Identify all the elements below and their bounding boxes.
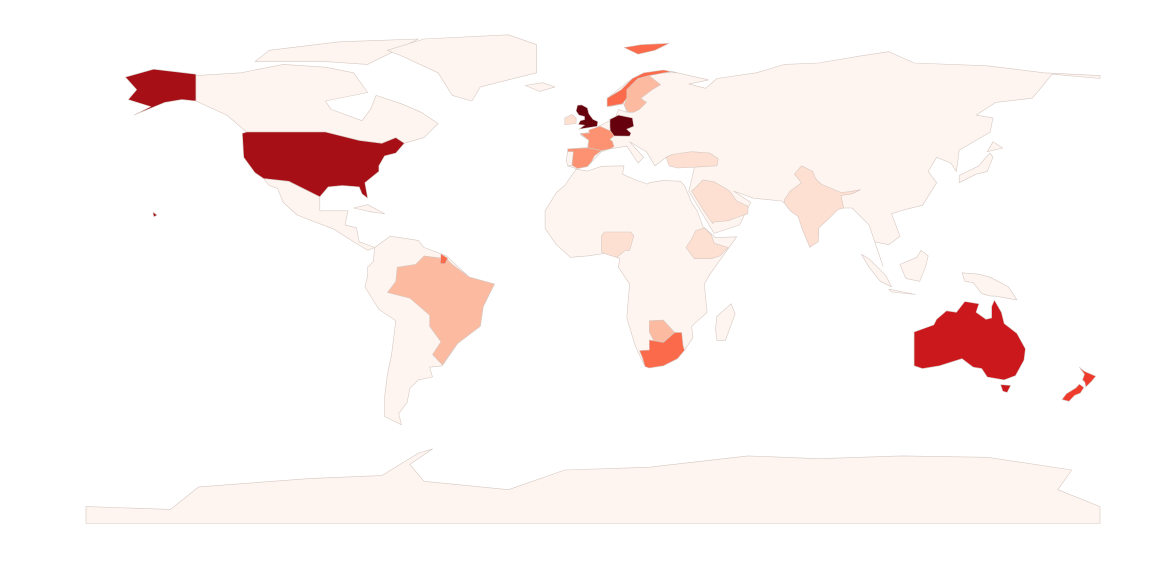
country-shape [691,179,749,224]
country-shape [623,75,661,113]
country-shape [665,151,719,169]
country-shape [263,178,375,251]
country-shape [242,131,405,199]
country-shape [125,68,197,116]
country-shape [1061,383,1085,402]
country-shape [958,152,994,183]
country-shape [440,253,448,265]
country-shape [525,82,556,92]
country-shape [861,253,892,288]
country-shape [888,288,916,295]
country-shape [987,141,1004,152]
country-shape [387,255,495,366]
country-shape [685,227,729,259]
country-shape [387,34,537,102]
country-shape [623,43,670,55]
country-shape [544,165,737,367]
country-shape [1079,366,1097,388]
country-shape [961,272,1018,301]
country-shape [565,151,574,167]
country-shape [609,114,635,137]
country-shape [152,211,158,218]
country-shape [639,332,685,369]
country-shape [784,165,861,248]
country-shape [899,250,929,282]
country-shape [715,303,736,341]
country-shape [1000,384,1011,393]
country-shape [575,104,599,130]
country-shape [85,448,1101,524]
country-shape [353,204,385,214]
country-shape [254,38,419,65]
country-shape [601,231,635,258]
country-shape [913,299,1026,381]
country-shape [195,64,439,144]
country-shape [564,114,577,125]
